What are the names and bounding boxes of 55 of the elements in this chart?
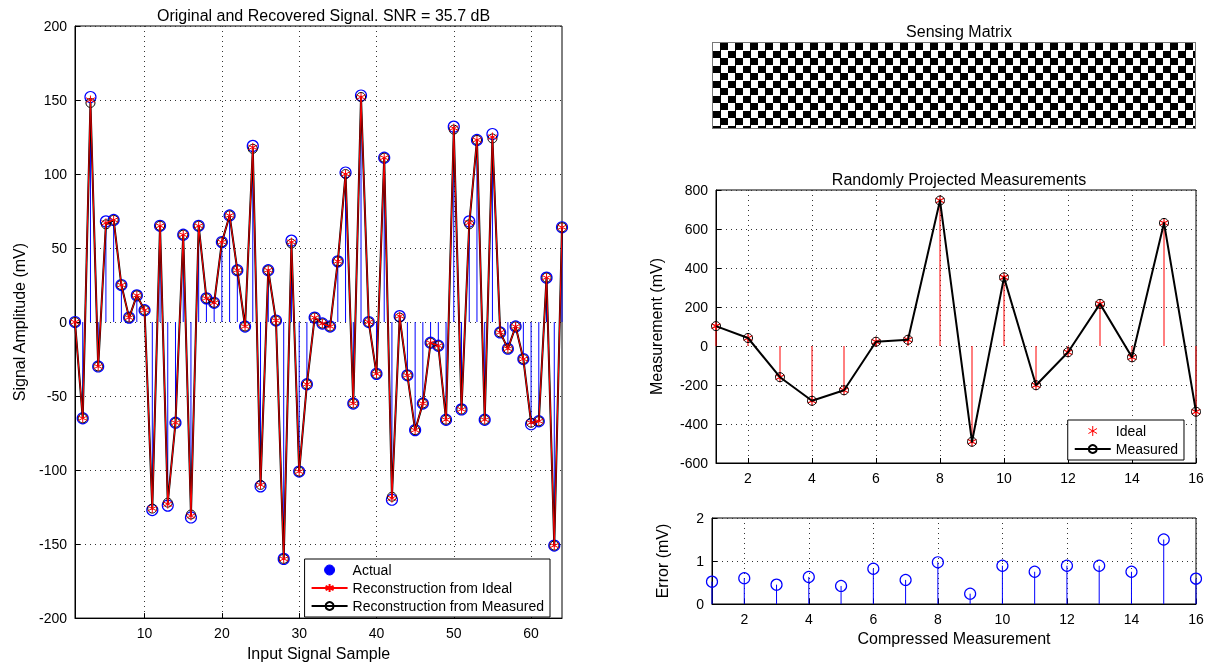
y-tick-label: 0: [700, 338, 709, 354]
x-tick-label: 8: [933, 611, 942, 627]
y-tick-label: -100: [38, 462, 68, 479]
chart-title: Original and Recovered Signal. SNR = 35.7 dB: [156, 6, 491, 24]
y-tick-label: -400: [679, 416, 709, 432]
y-axis-title: Measurement (mV): [647, 258, 665, 395]
y-axis-title: Signal Amplitude (mV): [10, 242, 28, 402]
x-tick-label: 50: [445, 625, 462, 642]
x-tick-label: 10: [996, 470, 1012, 486]
x-tick-label: 40: [368, 625, 385, 642]
y-tick-label: 1: [696, 553, 705, 569]
x-tick-label: 16: [1188, 470, 1204, 486]
y-tick-label: -600: [679, 455, 709, 471]
y-tick-label: 600: [684, 221, 709, 237]
x-tick-label: 2: [744, 470, 753, 486]
y-tick-label: -150: [38, 536, 68, 553]
chart-title: Randomly Projected Measurements: [831, 170, 1087, 188]
y-tick-label: 100: [43, 166, 68, 183]
x-axis-title: Input Signal Sample: [246, 644, 391, 662]
y-tick-label: 150: [43, 92, 68, 109]
y-tick-label: 50: [51, 240, 68, 257]
x-tick-label: 20: [214, 625, 230, 642]
text: Sensing Matrix: [906, 22, 1012, 40]
y-tick-label: 800: [684, 182, 709, 198]
y-tick-label: 200: [43, 18, 68, 34]
x-tick-label: 30: [291, 625, 308, 642]
x-tick-label: 6: [869, 611, 878, 627]
legend-label: Reconstruction from Ideal: [352, 580, 513, 596]
y-tick-label: 0: [59, 314, 68, 331]
y-tick-label: 200: [684, 299, 709, 315]
x-tick-label: 12: [1060, 470, 1076, 486]
legend-label: Reconstruction from Measured: [352, 598, 545, 614]
x-tick-label: 14: [1124, 470, 1140, 486]
y-tick-label: 400: [684, 260, 709, 276]
y-tick-label: 0: [696, 596, 705, 612]
x-tick-label: 10: [994, 611, 1011, 627]
y-tick-label: -200: [679, 377, 709, 393]
legend-label: Ideal: [1115, 423, 1147, 439]
y-tick-label: 2: [696, 510, 705, 526]
x-tick-label: 4: [804, 611, 813, 627]
x-tick-label: 14: [1123, 611, 1140, 627]
legend-label: Measured: [1115, 441, 1179, 457]
y-tick-label: -200: [38, 610, 68, 627]
x-tick-label: 10: [136, 625, 153, 642]
x-axis-title: Compressed Measurement: [857, 630, 1052, 648]
x-tick-label: 8: [936, 470, 945, 486]
x-tick-label: 16: [1188, 611, 1204, 627]
x-tick-label: 6: [872, 470, 881, 486]
x-tick-label: 12: [1059, 611, 1075, 627]
x-tick-label: 2: [740, 611, 749, 627]
x-tick-label: 60: [523, 625, 540, 642]
y-tick-label: -50: [46, 388, 68, 405]
y-axis-title: Error (mV): [653, 523, 671, 599]
legend-label: Actual: [352, 562, 392, 578]
x-tick-label: 4: [808, 470, 817, 486]
